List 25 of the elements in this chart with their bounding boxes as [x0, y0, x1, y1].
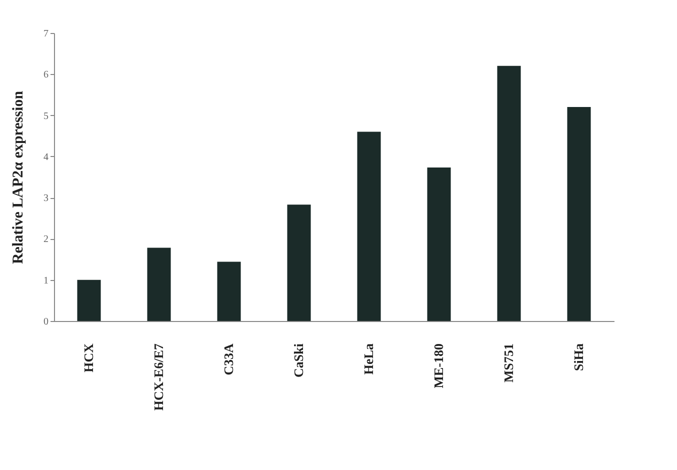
y-tick-label: 7 [44, 28, 48, 40]
bar [217, 262, 241, 321]
bar [147, 248, 171, 321]
x-tick-label: C33A [221, 342, 236, 376]
bar [567, 107, 591, 321]
bar [77, 280, 101, 321]
y-tick-label: 1 [44, 275, 48, 286]
x-tick-label: ME-180 [431, 344, 446, 388]
y-tick-label: 0 [44, 316, 48, 328]
x-tick-label: HCX [81, 342, 96, 372]
x-tick-label: HeLa [361, 343, 376, 375]
bar [497, 66, 521, 321]
bar [357, 132, 381, 321]
y-tick-label: 5 [44, 110, 48, 122]
bar [427, 168, 451, 321]
y-tick-label: 4 [44, 152, 48, 163]
x-tick-label: SiHa [571, 343, 586, 371]
x-tick-label: CaSki [291, 343, 306, 378]
bar [287, 204, 311, 321]
x-tick-label: HCX-E6/E7 [151, 343, 166, 411]
x-tick-label: MS751 [501, 344, 516, 382]
y-tick-label: 2 [44, 234, 48, 246]
y-axis-title: Relative LAP2α expression [10, 90, 26, 264]
y-tick-label: 3 [44, 193, 48, 204]
y-tick-label: 6 [44, 70, 48, 81]
